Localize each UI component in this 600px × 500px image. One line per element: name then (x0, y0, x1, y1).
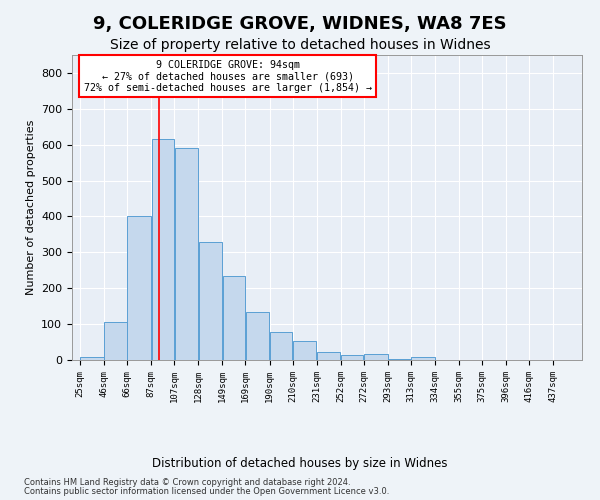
Bar (364, 354, 388, 360)
Bar (152, 140, 174, 360)
Bar (80, 358, 104, 360)
Text: 9, COLERIDGE GROVE, WIDNES, WA8 7ES: 9, COLERIDGE GROVE, WIDNES, WA8 7ES (93, 15, 507, 33)
Bar (270, 332, 292, 360)
Bar (341, 356, 364, 360)
Bar (293, 342, 316, 360)
Text: Contains public sector information licensed under the Open Government Licence v3: Contains public sector information licen… (24, 487, 389, 496)
Bar (246, 312, 269, 360)
Y-axis label: Number of detached properties: Number of detached properties (26, 120, 35, 295)
Bar (175, 148, 198, 360)
Bar (223, 276, 245, 360)
Text: Contains HM Land Registry data © Crown copyright and database right 2024.: Contains HM Land Registry data © Crown c… (24, 478, 350, 487)
Text: Distribution of detached houses by size in Widnes: Distribution of detached houses by size … (152, 458, 448, 470)
Bar (127, 216, 151, 360)
Bar (411, 358, 434, 360)
Text: Size of property relative to detached houses in Widnes: Size of property relative to detached ho… (110, 38, 490, 52)
Text: 9 COLERIDGE GROVE: 94sqm
← 27% of detached houses are smaller (693)
72% of semi-: 9 COLERIDGE GROVE: 94sqm ← 27% of detach… (83, 60, 371, 93)
Bar (104, 322, 127, 360)
Bar (317, 352, 340, 360)
Bar (199, 242, 222, 360)
